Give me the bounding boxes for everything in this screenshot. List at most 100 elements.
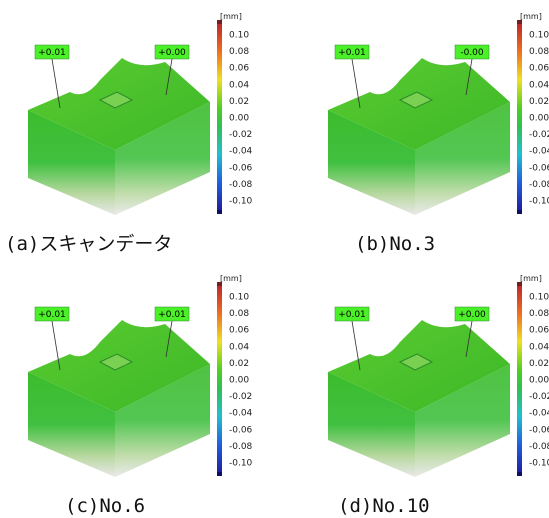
scale-label: 0.02 (529, 359, 549, 369)
callout-box (34, 306, 70, 322)
callout-leader (51, 320, 61, 371)
caption: (c)No.6 (65, 495, 145, 517)
scale-label: -0.10 (529, 459, 549, 469)
callout-box (454, 306, 490, 322)
unit-label: [mm] (520, 274, 542, 283)
scale-label: 0.04 (229, 80, 249, 90)
scale-label: 0.00 (529, 376, 549, 386)
colorbar-cap (517, 282, 522, 286)
scale-label: -0.04 (229, 409, 253, 419)
caption: (b)No.3 (355, 233, 435, 255)
callout-value: -0.00 (460, 48, 484, 58)
colorbar-cap (217, 282, 222, 286)
callout-leader (465, 58, 473, 96)
unit-label: [mm] (220, 12, 242, 21)
scale-label: -0.08 (529, 180, 549, 190)
scale-label: -0.02 (529, 392, 549, 402)
callout-value: +0.01 (38, 48, 66, 58)
scale-label: -0.04 (229, 147, 253, 157)
scale-label: 0.10 (229, 293, 249, 303)
panel: [mm] 0.10 0.08 0.06 0.04 0.02 0.00 -0.02 -0.04 -0… (328, 274, 549, 517)
block-left-face (328, 372, 415, 477)
unit-label: [mm] (520, 12, 542, 21)
caption: (d)No.10 (338, 495, 430, 517)
block-boss (98, 353, 134, 371)
panel: [mm] 0.10 0.08 0.06 0.04 0.02 0.00 -0.02 -0.04 -0… (28, 274, 253, 517)
scale-label: 0.00 (229, 114, 249, 124)
block-boss (98, 91, 134, 109)
callout-leader (165, 58, 173, 96)
colorbar (217, 24, 222, 210)
block-right-face (115, 102, 210, 215)
scale-label: 0.10 (229, 31, 249, 41)
scale-label: 0.04 (529, 80, 549, 90)
block-boss (398, 353, 434, 371)
scale-label: 0.04 (529, 342, 549, 352)
callout-leader (351, 320, 361, 371)
callout-box (154, 306, 190, 322)
scale-label: 0.06 (529, 64, 549, 74)
scale-label: 0.08 (229, 47, 249, 57)
panel: [mm] 0.10 0.08 0.06 0.04 0.02 0.00 -0.02 -0.04 -0… (5, 12, 253, 255)
colorbar (517, 286, 522, 472)
callout-value: +0.00 (458, 310, 486, 320)
scale-label: 0.00 (529, 114, 549, 124)
scale-label: 0.02 (229, 359, 249, 369)
callout-box (334, 44, 370, 60)
scale-label: 0.06 (229, 326, 249, 336)
callout-leader (351, 58, 361, 109)
scale-label: 0.08 (229, 309, 249, 319)
scale-label: -0.04 (529, 147, 549, 157)
scale-label: -0.06 (529, 425, 549, 435)
scale-label: -0.10 (229, 197, 253, 207)
unit-label: [mm] (220, 274, 242, 283)
callout-value: +0.01 (338, 48, 366, 58)
block-right-face (415, 102, 510, 215)
block-boss (398, 91, 434, 109)
scale-label: -0.06 (229, 163, 253, 173)
callout-leader (465, 320, 473, 358)
block-right-face (115, 364, 210, 477)
colorbar-cap (517, 210, 522, 214)
scale-label: -0.08 (529, 442, 549, 452)
scale-label: -0.10 (229, 459, 253, 469)
scale-label: -0.10 (529, 197, 549, 207)
scale-label: -0.08 (229, 442, 253, 452)
scale-label: 0.08 (529, 47, 549, 57)
scale-label: 0.06 (229, 64, 249, 74)
callout-box (34, 44, 70, 60)
block-left-face (28, 110, 115, 215)
block-left-face (28, 372, 115, 477)
scale-label: 0.00 (229, 376, 249, 386)
scale-label: -0.06 (229, 425, 253, 435)
scale-label: 0.08 (529, 309, 549, 319)
scale-label: 0.02 (529, 97, 549, 107)
callout-leader (165, 320, 173, 358)
callout-value: +0.01 (158, 310, 186, 320)
colorbar (517, 24, 522, 210)
block-right-face (415, 364, 510, 477)
scale-label: 0.04 (229, 342, 249, 352)
colorbar-cap (217, 210, 222, 214)
scale-label: 0.02 (229, 97, 249, 107)
callout-value: +0.01 (38, 310, 66, 320)
callout-box (154, 44, 190, 60)
callout-leader (51, 58, 61, 109)
panel: [mm] 0.10 0.08 0.06 0.04 0.02 0.00 -0.02 -0.04 -0… (328, 12, 549, 255)
callout-value: +0.01 (338, 310, 366, 320)
block-left-face (328, 110, 415, 215)
scale-label: 0.10 (529, 293, 549, 303)
scale-label: -0.02 (529, 130, 549, 140)
scale-label: -0.06 (529, 163, 549, 173)
scale-label: 0.10 (529, 31, 549, 41)
colorbar-cap (217, 472, 222, 476)
scale-label: -0.08 (229, 180, 253, 190)
scale-label: -0.02 (229, 130, 252, 140)
scale-label: -0.04 (529, 409, 549, 419)
scale-label: 0.06 (529, 326, 549, 336)
callout-value: +0.00 (158, 48, 186, 58)
colorbar-cap (517, 20, 522, 24)
colorbar-cap (217, 20, 222, 24)
scale-label: -0.02 (229, 392, 252, 402)
